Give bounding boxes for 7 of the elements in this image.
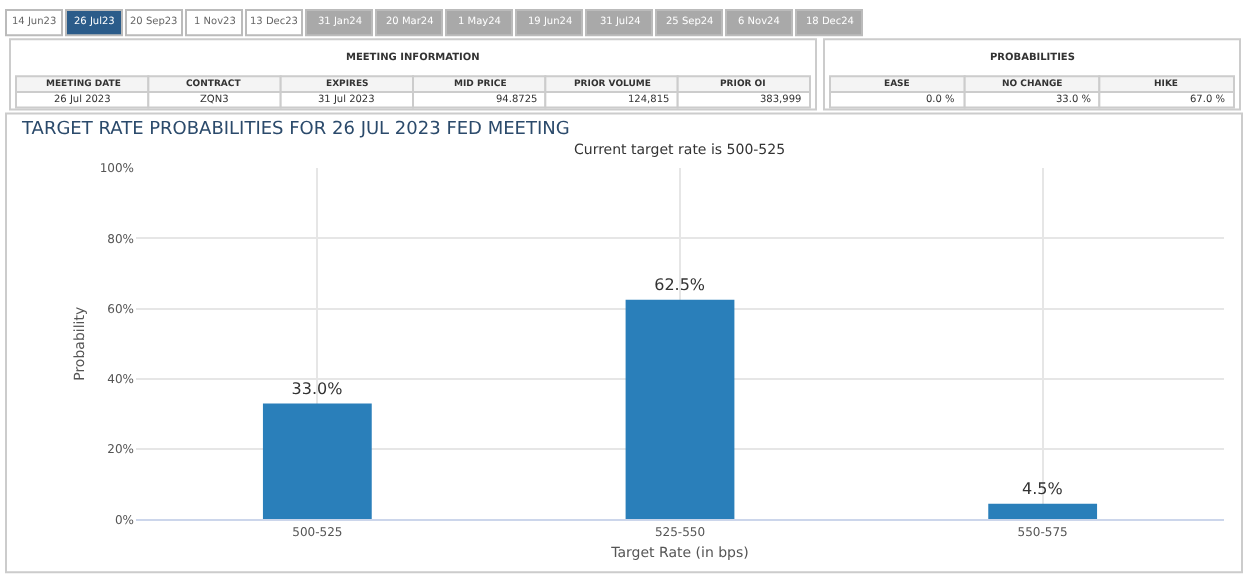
bar [625,299,735,520]
data-label: 62.5% [654,275,706,294]
data-label: 33.0% [291,379,344,398]
bar [262,403,372,520]
chart-title: TARGET RATE PROBABILITIES FOR 26 JUL 2023 FED MEETING [20,120,570,140]
data-label: 4.5% [1021,479,1064,498]
bar [988,503,1098,520]
